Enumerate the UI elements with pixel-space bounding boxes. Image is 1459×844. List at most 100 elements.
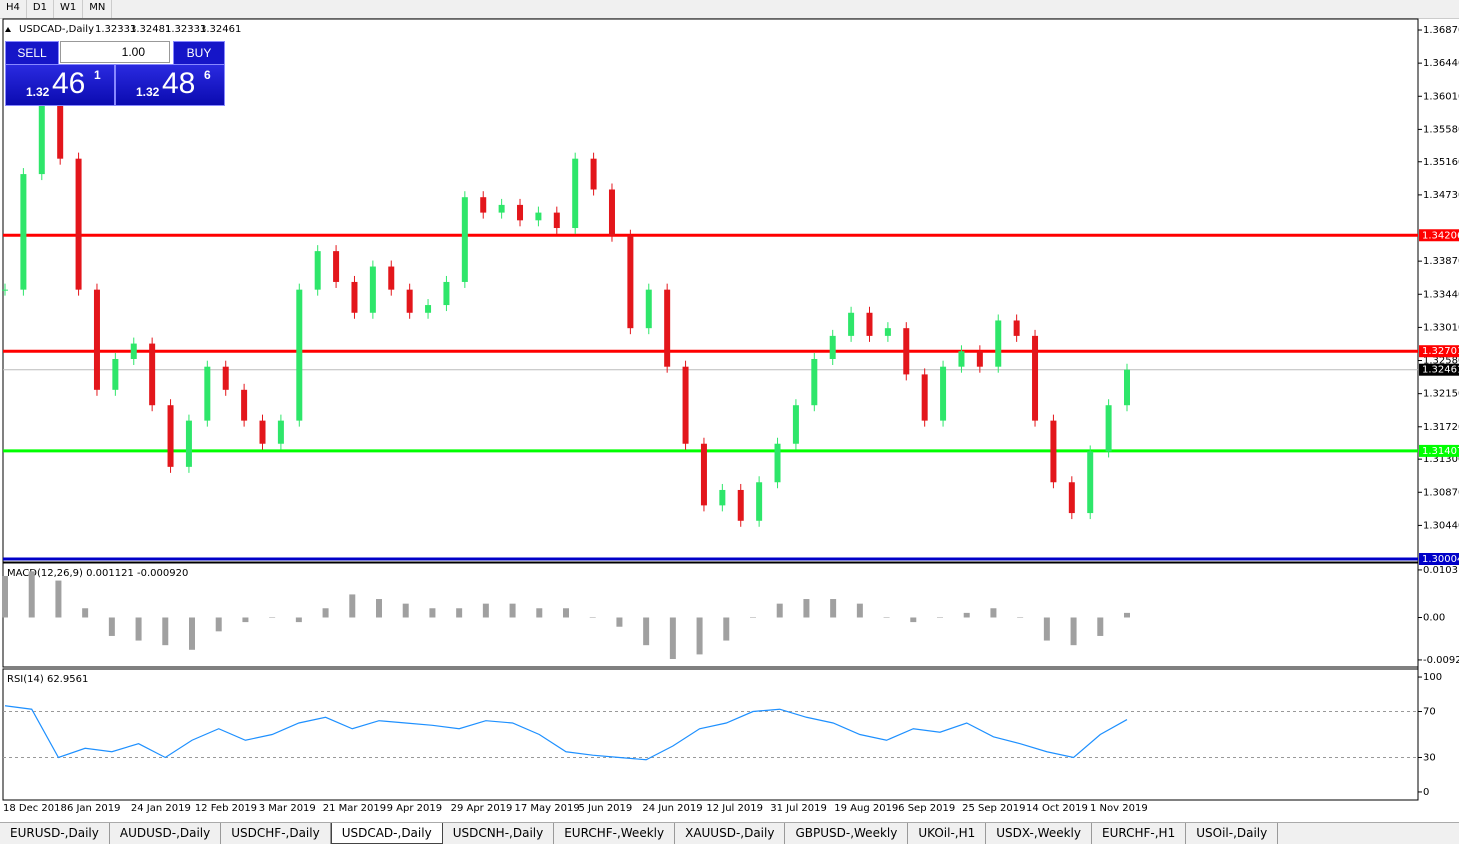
- candle: [682, 366, 689, 444]
- candle: [1032, 335, 1039, 421]
- candle: [112, 358, 119, 390]
- ohlc-value: 1.32333: [165, 24, 206, 35]
- level-label-bg: [1419, 229, 1459, 242]
- period-button[interactable]: W1: [54, 0, 84, 18]
- macd-bar: [830, 599, 837, 618]
- y-tick-label: 1.33010: [1423, 322, 1459, 333]
- period-button[interactable]: H4: [0, 0, 27, 18]
- macd-bar: [322, 608, 329, 618]
- level-label: 1.31407: [1422, 446, 1459, 457]
- candle: [608, 189, 615, 236]
- chart-window: USDCAD-,Daily 1.36870 1.36440 1.36010 1.3558…: [2, 18, 1459, 814]
- candle: [829, 335, 836, 359]
- level-label: 1.34206: [1422, 230, 1459, 241]
- macd-bar: [189, 617, 195, 650]
- chart-tab[interactable]: GBPUSD-,Weekly: [785, 823, 909, 844]
- y-tick-label: 1.35580: [1423, 124, 1459, 135]
- bid-label: 1.32461: [1422, 365, 1459, 376]
- y-tick-label: 70: [1423, 707, 1436, 718]
- macd-bar: [1124, 612, 1130, 618]
- y-tick-label: 0.00: [1423, 612, 1445, 623]
- chart-tab[interactable]: USDCAD-,Daily: [330, 823, 443, 844]
- candle: [1124, 369, 1130, 406]
- y-tick-label: 1.36440: [1423, 58, 1459, 69]
- y-tick-label: 1.36870: [1423, 25, 1459, 36]
- macd-bar: [696, 617, 703, 655]
- ask-frac: 6: [204, 68, 211, 82]
- macd-bar: [162, 617, 169, 646]
- candle: [664, 289, 671, 367]
- candle: [425, 305, 432, 313]
- macd-bar: [1070, 617, 1077, 646]
- x-tick-label: 18 Dec 2018: [3, 803, 67, 814]
- chart-tabs: EURUSD-,Daily AUDUSD-,Daily USDCHF-,Daily U…: [0, 822, 1459, 844]
- macd-bar: [269, 617, 276, 618]
- candle: [1087, 451, 1094, 514]
- buy-button[interactable]: BUY: [173, 41, 225, 65]
- x-tick-label: 12 Feb 2019: [195, 803, 257, 814]
- candle: [277, 420, 284, 444]
- chart-tab[interactable]: USDCHF-,Daily: [221, 823, 331, 844]
- chart-tab[interactable]: EURCHF-,H1: [1092, 823, 1187, 844]
- ask-price[interactable]: 1.32 48 6: [115, 64, 225, 106]
- macd-bar: [2, 575, 8, 618]
- macd-bar: [669, 617, 676, 660]
- chart-tab[interactable]: EURCHF-,Weekly: [554, 823, 676, 844]
- macd-bar: [295, 617, 302, 623]
- candle: [406, 289, 413, 313]
- x-tick-label: 5 Jun 2019: [578, 803, 632, 814]
- macd-bar: [28, 571, 35, 618]
- macd-bar: [82, 608, 89, 618]
- macd-bar: [108, 617, 115, 636]
- candle: [940, 366, 947, 421]
- x-tick-label: 29 Apr 2019: [451, 803, 513, 814]
- candle: [75, 158, 82, 290]
- panel-title: RSI(14) 62.9561: [7, 674, 88, 685]
- chart-tab[interactable]: USDX-,Weekly: [986, 823, 1092, 844]
- macd-bar: [242, 617, 249, 623]
- macd-bar: [349, 594, 356, 618]
- macd-bar: [429, 608, 436, 618]
- macd-bar: [589, 617, 596, 618]
- x-tick-label: 25 Sep 2019: [962, 803, 1025, 814]
- chart-tab[interactable]: EURUSD-,Daily: [0, 823, 110, 844]
- period-button[interactable]: D1: [27, 0, 54, 18]
- macd-bar: [482, 603, 489, 618]
- macd-bar: [135, 617, 142, 641]
- period-button[interactable]: MN: [83, 0, 113, 18]
- y-tick-label: 1.30440: [1423, 520, 1459, 531]
- bid-label-bg: [1419, 363, 1459, 376]
- candle: [737, 489, 744, 521]
- x-tick-label: 21 Mar 2019: [323, 803, 386, 814]
- sell-button[interactable]: SELL: [5, 41, 59, 65]
- candle: [976, 351, 983, 367]
- candle: [2, 289, 8, 291]
- macd-bar: [402, 603, 409, 618]
- macd-bar: [883, 617, 890, 618]
- candle: [167, 405, 174, 467]
- bid-price[interactable]: 1.32 46 1: [5, 64, 115, 106]
- chart-tab[interactable]: USDCNH-,Daily: [443, 823, 555, 844]
- x-tick-label: 19 Aug 2019: [834, 803, 898, 814]
- macd-bar: [376, 599, 382, 618]
- chart-tab[interactable]: AUDUSD-,Daily: [110, 823, 222, 844]
- candle: [1068, 482, 1075, 514]
- macd-bar: [616, 617, 623, 627]
- ohlc-value: 1.32461: [200, 24, 241, 35]
- x-tick-label: 3 Mar 2019: [259, 803, 316, 814]
- panel-frame: [2, 668, 1419, 801]
- candle: [185, 420, 192, 467]
- x-tick-label: 12 Jul 2019: [706, 803, 763, 814]
- chart-tab[interactable]: XAUUSD-,Daily: [675, 823, 786, 844]
- chart-tab[interactable]: UKOil-,H1: [908, 823, 987, 844]
- candle: [204, 366, 211, 421]
- chart-tab[interactable]: USOil-,Daily: [1186, 823, 1279, 844]
- x-tick-label: 24 Jan 2019: [131, 803, 191, 814]
- macd-bar: [456, 608, 463, 618]
- macd-bar: [723, 617, 730, 641]
- candle: [590, 158, 597, 190]
- level-label-bg: [1419, 552, 1459, 565]
- lot-input[interactable]: 1.00: [60, 41, 170, 63]
- candle: [314, 251, 321, 290]
